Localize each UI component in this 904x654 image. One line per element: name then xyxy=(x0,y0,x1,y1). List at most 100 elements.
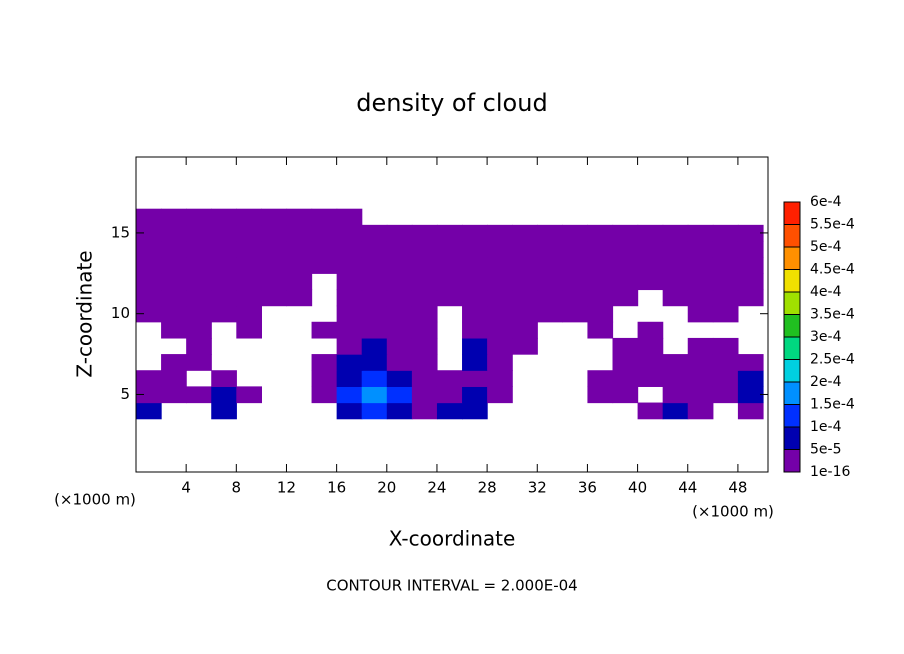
colorbar-label: 1.5e-4 xyxy=(810,397,855,413)
contour-cell xyxy=(737,402,764,420)
colorbar-label: 1e-16 xyxy=(810,464,850,480)
contour-cell xyxy=(236,289,262,307)
contour-cell xyxy=(186,257,212,274)
contour-cell xyxy=(737,273,764,291)
contour-cell xyxy=(562,305,589,323)
contour-cell xyxy=(712,305,739,323)
contour-cell xyxy=(712,273,739,291)
contour-cell xyxy=(612,289,639,307)
colorbar-segment xyxy=(784,337,800,360)
contour-cell xyxy=(712,224,739,242)
contour-cell xyxy=(712,241,739,258)
contour-cell xyxy=(411,337,438,355)
contour-cell xyxy=(687,386,714,404)
colorbar-label: 5e-4 xyxy=(810,239,842,255)
contour-cell xyxy=(411,224,438,242)
contour-cell xyxy=(462,354,488,371)
x-tick-label: 8 xyxy=(232,479,242,497)
contour-cell xyxy=(336,370,363,387)
contour-cell xyxy=(311,370,338,387)
contour-cell xyxy=(411,321,438,339)
contour-cell xyxy=(487,289,513,307)
footer-note: CONTOUR INTERVAL = 2.000E-04 xyxy=(326,577,577,595)
contour-cell xyxy=(687,224,714,242)
contour-cell xyxy=(512,224,538,242)
contour-cell xyxy=(612,370,639,387)
contour-cell xyxy=(361,354,388,371)
contour-cell xyxy=(186,273,212,291)
contour-cell xyxy=(211,224,237,242)
contour-cell xyxy=(411,241,438,258)
contour-cell xyxy=(612,386,639,404)
contour-cell xyxy=(136,305,162,323)
contour-cell xyxy=(211,402,237,420)
contour-cell xyxy=(211,289,237,307)
x-tick-label: 12 xyxy=(277,479,296,497)
colorbar-segment xyxy=(784,449,800,472)
colorbar-label: 6e-4 xyxy=(810,194,842,210)
contour-cell xyxy=(512,241,538,258)
contour-cell xyxy=(136,402,162,420)
contour-cell xyxy=(236,241,262,258)
contour-cell xyxy=(637,241,664,258)
y-axis-label: Z-coordinate xyxy=(73,250,97,377)
contour-cell xyxy=(336,257,363,274)
colorbar-segment xyxy=(784,382,800,405)
y-tick-label: 5 xyxy=(120,385,130,403)
contour-cell xyxy=(537,273,563,291)
contour-cell xyxy=(537,241,563,258)
contour-cell xyxy=(361,386,388,404)
contour-cell xyxy=(587,305,614,323)
contour-cell xyxy=(587,257,614,274)
contour-cell xyxy=(286,208,313,226)
contour-cell xyxy=(737,289,764,307)
contour-cell xyxy=(336,224,363,242)
contour-cell xyxy=(687,241,714,258)
contour-cell xyxy=(436,224,463,242)
contour-cell xyxy=(587,241,614,258)
contour-cell xyxy=(462,289,488,307)
contour-cell xyxy=(662,402,689,420)
contour-cell xyxy=(311,386,338,404)
x-tick-label: 20 xyxy=(377,479,396,497)
contour-cell xyxy=(336,208,363,226)
contour-cell xyxy=(361,370,388,387)
contour-cell xyxy=(411,402,438,420)
contour-cell xyxy=(286,273,313,291)
contour-cell xyxy=(662,224,689,242)
contour-cell xyxy=(512,305,538,323)
contour-cell xyxy=(411,305,438,323)
colorbar-segment xyxy=(784,427,800,450)
colorbar-segment xyxy=(784,292,800,315)
contour-cell xyxy=(612,354,639,371)
contour-cell xyxy=(161,354,187,371)
contour-cell xyxy=(462,241,488,258)
contour-cell xyxy=(186,321,212,339)
y-tick-label: 15 xyxy=(111,223,130,241)
contour-cell xyxy=(587,370,614,387)
colorbar-label: 5.5e-4 xyxy=(810,217,855,233)
contour-cell xyxy=(687,370,714,387)
contour-cell xyxy=(186,386,212,404)
colorbar-segment xyxy=(784,269,800,292)
x-tick-label: 32 xyxy=(528,479,547,497)
contour-cell xyxy=(687,257,714,274)
colorbar-label: 4.5e-4 xyxy=(810,262,855,278)
x-tick-label: 4 xyxy=(181,479,191,497)
colorbar-segment xyxy=(784,224,800,247)
contour-cell xyxy=(361,257,388,274)
contour-cell xyxy=(286,224,313,242)
contour-cell xyxy=(286,289,313,307)
contour-cell xyxy=(311,321,338,339)
contour-cell xyxy=(211,386,237,404)
contour-cell xyxy=(411,386,438,404)
contour-cell xyxy=(411,289,438,307)
contour-cell xyxy=(537,224,563,242)
contour-cell xyxy=(411,273,438,291)
contour-cell xyxy=(236,257,262,274)
contour-cell xyxy=(562,224,589,242)
contour-cell xyxy=(662,370,689,387)
contour-cell xyxy=(386,257,413,274)
contour-cell xyxy=(436,257,463,274)
